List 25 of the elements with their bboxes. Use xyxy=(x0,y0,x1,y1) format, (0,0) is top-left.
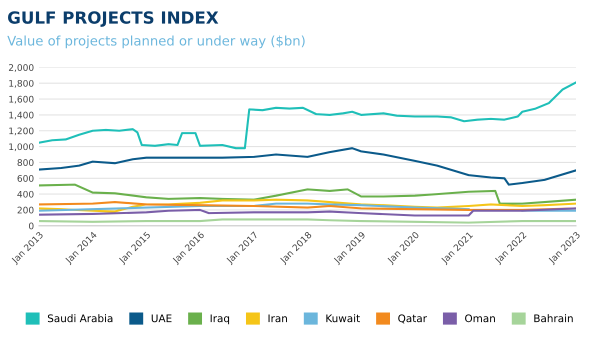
y-tick-label: 1,200 xyxy=(9,127,34,136)
line-series xyxy=(39,184,576,205)
line-series xyxy=(39,147,576,186)
line-series xyxy=(39,207,576,217)
y-tick-label: 1,400 xyxy=(9,112,34,120)
chart-title: GULF PROJECTS INDEX xyxy=(8,11,218,27)
legend-label: UAE xyxy=(152,314,172,322)
y-tick-label: 800 xyxy=(18,159,34,166)
legend-label: Qatar xyxy=(398,314,427,324)
legend-label: Bahrain xyxy=(534,314,573,322)
y-tick-label: 1,000 xyxy=(9,143,34,152)
legend-label: Oman xyxy=(465,314,495,322)
y-tick-label: 0 xyxy=(28,222,34,230)
chart-subtitle: Value of projects planned or under way ($bn) xyxy=(7,35,305,48)
y-tick-label: 2,000 xyxy=(8,64,34,72)
y-tick-label: 1,800 xyxy=(9,80,34,88)
y-tick-label: 600 xyxy=(18,175,34,182)
y-tick-label: 200 xyxy=(18,206,34,214)
legend-label: Saudi Arabia xyxy=(48,314,112,322)
legend-label: Kuwait xyxy=(326,314,360,322)
line-series xyxy=(39,81,576,150)
legend-label: Iraq xyxy=(210,314,230,324)
legend-label: Iran xyxy=(268,314,287,322)
y-tick-label: 1,600 xyxy=(9,96,34,104)
y-tick-label: 400 xyxy=(17,190,34,198)
